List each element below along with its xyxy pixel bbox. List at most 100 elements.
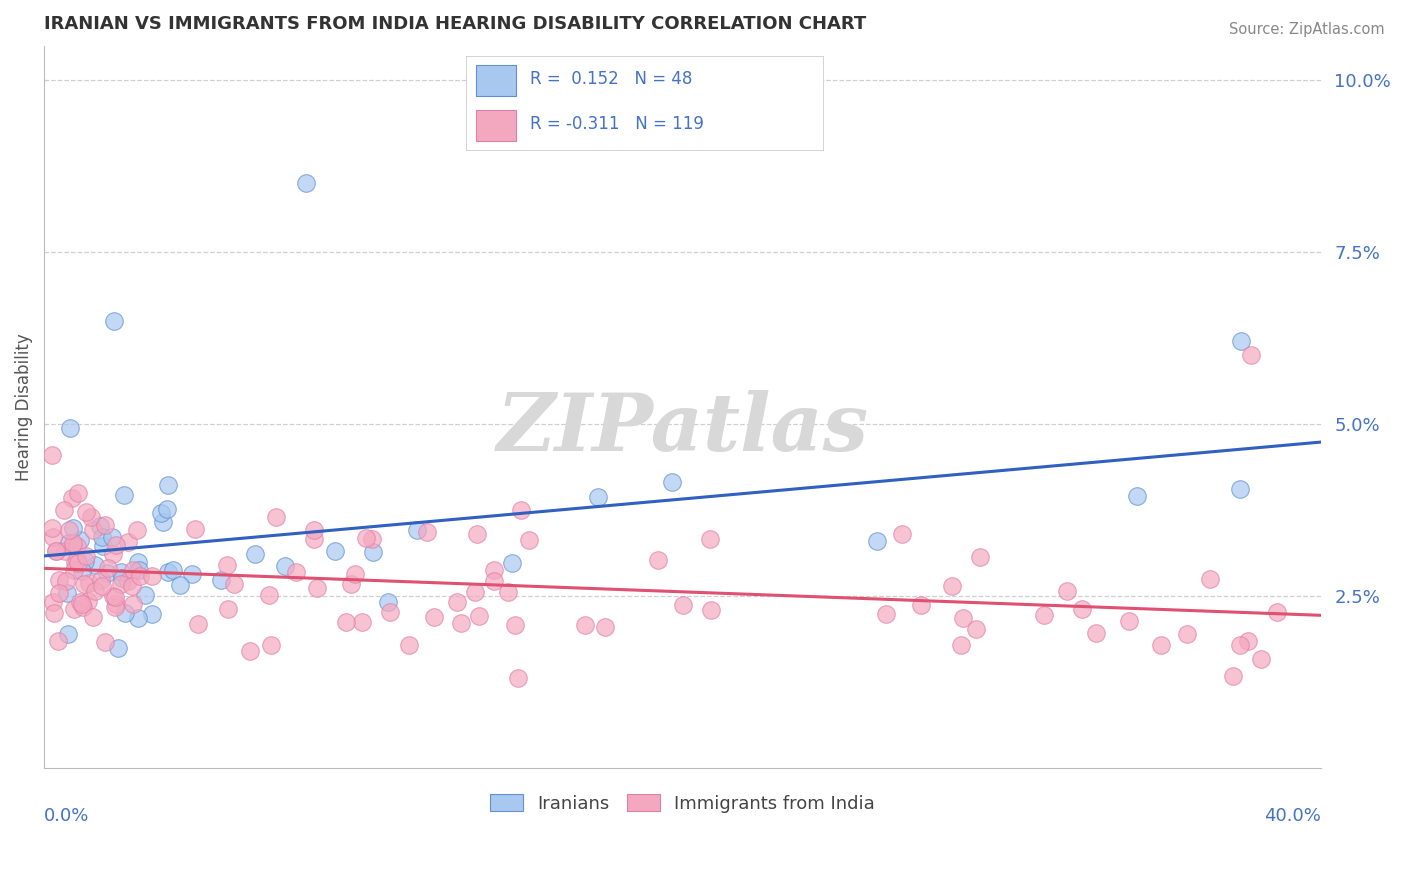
Point [910, 599, 932, 613]
Point [58, 626, 80, 640]
Point [80, 509, 103, 524]
Point [91, 539, 114, 553]
Point [156, 502, 179, 516]
Point [42, 607, 65, 621]
Point [284, 566, 307, 580]
Point [157, 566, 180, 580]
Point [496, 585, 519, 599]
Point [141, 569, 163, 583]
Point [239, 644, 262, 658]
Point [950, 639, 973, 653]
Point [517, 533, 540, 548]
Point [672, 598, 695, 612]
Point [53, 543, 76, 558]
Point [699, 532, 721, 546]
Point [1125, 489, 1147, 503]
Point [1230, 334, 1253, 349]
Point [103, 589, 125, 603]
Point [510, 502, 533, 516]
Point [354, 532, 377, 546]
Point [1229, 482, 1251, 496]
Text: 0.0%: 0.0% [44, 807, 90, 825]
Point [465, 527, 488, 541]
Point [73, 577, 96, 591]
Point [41, 521, 63, 535]
Point [83, 558, 105, 573]
Point [75, 549, 97, 564]
Point [586, 491, 609, 505]
Point [423, 609, 446, 624]
Point [377, 595, 399, 609]
Point [1222, 669, 1244, 683]
Point [55, 574, 77, 588]
Point [183, 522, 205, 536]
Point [41, 448, 63, 462]
Point [304, 523, 326, 537]
Point [141, 607, 163, 621]
Point [77, 594, 100, 608]
Point [952, 611, 974, 625]
Point [467, 608, 489, 623]
Point [150, 506, 173, 520]
Point [59, 421, 82, 435]
Point [107, 640, 129, 655]
Point [72, 599, 94, 614]
Point [360, 533, 382, 547]
Point [295, 176, 318, 190]
Point [323, 544, 346, 558]
Point [1056, 584, 1078, 599]
Text: 40.0%: 40.0% [1264, 807, 1322, 825]
Point [209, 573, 232, 587]
Point [875, 607, 897, 621]
Point [1229, 638, 1251, 652]
Point [335, 615, 357, 630]
Point [127, 611, 149, 625]
Point [501, 556, 523, 570]
Point [63, 555, 86, 569]
Point [127, 523, 149, 537]
Point [48, 586, 70, 600]
Point [89, 519, 111, 533]
Point [91, 529, 114, 543]
Point [482, 563, 505, 577]
Point [121, 597, 143, 611]
Point [121, 579, 143, 593]
Point [416, 525, 439, 540]
Point [245, 547, 267, 561]
Point [96, 566, 118, 580]
Point [661, 475, 683, 490]
Point [62, 536, 84, 550]
Point [352, 615, 374, 629]
Point [187, 617, 209, 632]
Point [56, 585, 79, 599]
Point [67, 556, 90, 570]
Point [127, 555, 149, 569]
Point [866, 533, 889, 548]
Point [965, 622, 987, 636]
Point [406, 523, 429, 537]
Point [700, 603, 723, 617]
Point [446, 595, 468, 609]
Text: IRANIAN VS IMMIGRANTS FROM INDIA HEARING DISABILITY CORRELATION CHART: IRANIAN VS IMMIGRANTS FROM INDIA HEARING… [44, 15, 866, 33]
Point [45, 544, 67, 558]
Point [70, 597, 93, 611]
Point [62, 521, 84, 535]
Point [66, 539, 89, 553]
Point [464, 584, 486, 599]
Point [344, 566, 367, 581]
Point [101, 547, 124, 561]
Y-axis label: Hearing Disability: Hearing Disability [15, 333, 32, 481]
Point [1236, 634, 1258, 648]
Point [112, 488, 135, 502]
Point [508, 672, 530, 686]
Point [647, 553, 669, 567]
Point [339, 577, 361, 591]
Text: Source: ZipAtlas.com: Source: ZipAtlas.com [1229, 22, 1385, 37]
Point [1084, 626, 1107, 640]
Point [122, 563, 145, 577]
Point [82, 610, 104, 624]
Text: ZIPatlas: ZIPatlas [496, 390, 869, 467]
Point [169, 578, 191, 592]
Point [84, 583, 107, 598]
Point [104, 590, 127, 604]
